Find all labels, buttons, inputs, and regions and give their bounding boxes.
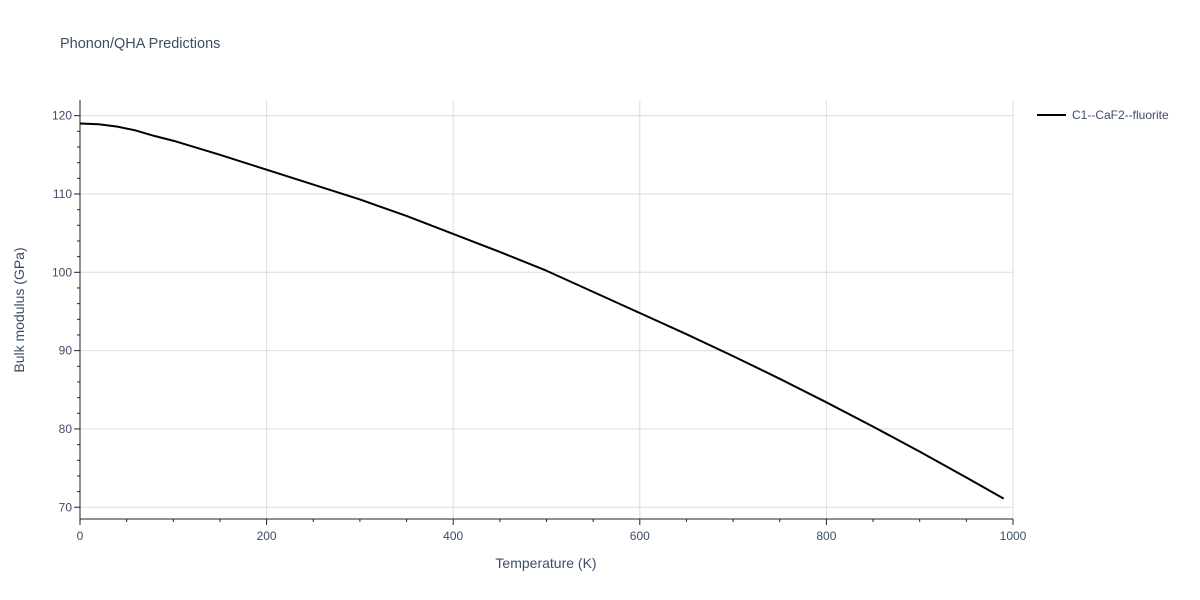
y-axis-title: Bulk modulus (GPa) bbox=[11, 247, 27, 372]
y-tick-label: 90 bbox=[59, 344, 73, 358]
series-line bbox=[79, 122, 1005, 500]
x-tick-label: 600 bbox=[630, 529, 650, 543]
x-tick-label: 0 bbox=[77, 529, 84, 543]
y-tick-label: 80 bbox=[59, 422, 73, 436]
x-axis-title: Temperature (K) bbox=[495, 555, 596, 571]
grid bbox=[80, 100, 1014, 519]
y-tick-label: 110 bbox=[53, 187, 72, 201]
x-tick-label: 800 bbox=[816, 529, 836, 543]
chart-title: Phonon/QHA Predictions bbox=[60, 36, 221, 52]
y-tick-label: 100 bbox=[52, 265, 72, 279]
x-tick-label: 200 bbox=[257, 529, 277, 543]
series-group bbox=[79, 122, 1005, 500]
y-tick-label: 120 bbox=[52, 109, 72, 123]
x-tick-label: 400 bbox=[443, 529, 463, 543]
y-tick-label: 70 bbox=[59, 500, 73, 514]
legend[interactable]: C1--CaF2--fluorite bbox=[1037, 108, 1169, 122]
legend-label: C1--CaF2--fluorite bbox=[1072, 108, 1169, 122]
tick-labels: 0 200 400 600 800 1000 70 80 90 100 110 120 bbox=[52, 109, 1027, 543]
axes bbox=[74, 100, 1014, 525]
x-tick-label: 1000 bbox=[1000, 529, 1027, 543]
